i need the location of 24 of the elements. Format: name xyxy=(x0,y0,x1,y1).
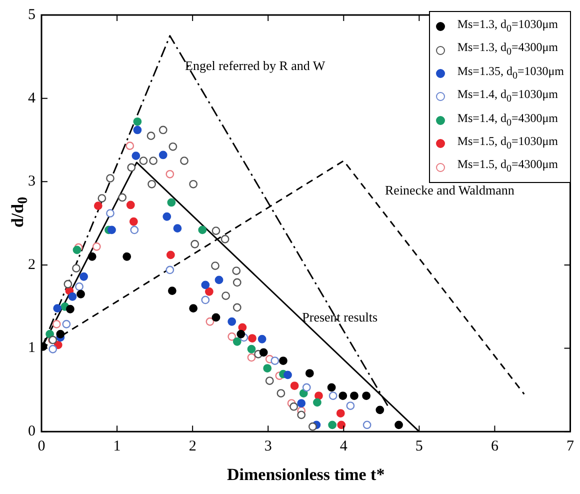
x-axis-title: Dimensionless time t* xyxy=(227,465,385,484)
legend-label: Ms=1.3, d$_{0}$=4300μm xyxy=(457,39,558,60)
legend-label: Ms=1.3, d$_{0}$=1030μm xyxy=(457,16,558,36)
y-tick-label: 0 xyxy=(28,424,36,440)
annotation: Engel referred by R and W xyxy=(185,58,326,74)
x-tick-label: 5 xyxy=(415,438,423,455)
x-tick-label: 6 xyxy=(490,438,499,455)
x-tick-label: 7 xyxy=(566,438,574,455)
x-tick-label: 3 xyxy=(264,438,272,455)
y-tick-label: 5 xyxy=(28,6,36,23)
legend-label: Ms=1.5, d$_{0}$=4300μm xyxy=(457,156,558,177)
legend-label: Ms=1.35, d$_{0}$=1030μm xyxy=(457,62,564,84)
x-tick-label: 2 xyxy=(188,438,196,455)
y-tick-label: 3 xyxy=(28,174,36,190)
y-tick-label: 2 xyxy=(28,256,36,273)
y-tick-label: 4 xyxy=(28,90,36,106)
annotation: Present results xyxy=(302,310,378,325)
x-tick-label: 1 xyxy=(113,438,121,455)
x-tick-label: 4 xyxy=(340,438,348,455)
legend-label: Ms=1.4, d$_{0}$=1030μm xyxy=(457,86,558,107)
y-tick-label: 1 xyxy=(28,340,36,356)
legend-label: Ms=1.5, d$_{0}$=1030μm xyxy=(457,132,558,154)
annotation: Reinecke and Waldmann xyxy=(385,182,515,198)
legend-label: Ms=1.4, d$_{0}$=4300μm xyxy=(457,110,558,130)
